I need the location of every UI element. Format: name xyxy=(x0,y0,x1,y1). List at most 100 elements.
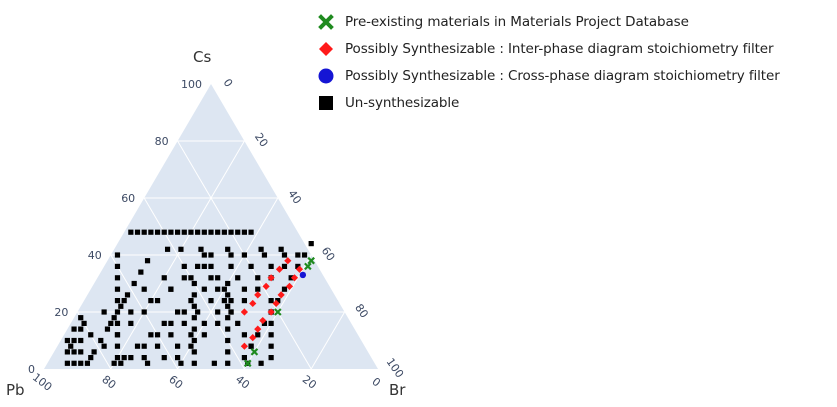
square-point xyxy=(201,332,207,338)
square-point xyxy=(191,337,197,344)
square-point xyxy=(215,309,221,315)
square-point xyxy=(188,343,194,349)
square-point xyxy=(114,263,121,269)
tick-label-br-20: 20 xyxy=(252,131,271,150)
square-point xyxy=(144,360,151,366)
square-point xyxy=(114,275,121,281)
square-point xyxy=(124,292,131,298)
x-cross-point xyxy=(304,262,312,271)
green-x-cross-icon xyxy=(318,13,334,30)
square-point xyxy=(208,275,214,281)
square-point xyxy=(195,309,201,315)
square-point xyxy=(268,298,274,304)
square-point xyxy=(81,320,87,326)
tick-label-br-0: 0 xyxy=(221,76,236,89)
square-point xyxy=(191,326,197,332)
square-point xyxy=(228,229,234,235)
diamond-point xyxy=(240,308,248,316)
square-point xyxy=(141,355,147,361)
tick-label-cs-100: 100 xyxy=(181,78,202,91)
square-point xyxy=(208,263,214,269)
square-point xyxy=(258,360,264,366)
square-point xyxy=(235,229,241,235)
legend-label-cross-phase: Possibly Synthesizable : Cross-phase dia… xyxy=(345,67,780,84)
square-point xyxy=(191,292,197,298)
square-point xyxy=(128,229,134,235)
square-point xyxy=(168,286,174,292)
square-point xyxy=(111,315,117,321)
square-point xyxy=(131,280,137,287)
square-point xyxy=(128,355,134,361)
tick-label-cs-60: 60 xyxy=(121,192,135,205)
square-point xyxy=(68,343,74,349)
square-point xyxy=(225,246,231,252)
square-point xyxy=(301,252,308,258)
square-point xyxy=(188,298,194,304)
square-point xyxy=(154,332,161,338)
tick-label-cs-20: 20 xyxy=(54,306,68,319)
square-point xyxy=(154,298,161,304)
square-point xyxy=(308,241,314,247)
square-point xyxy=(201,286,207,292)
square-point xyxy=(241,298,247,304)
tick-label-br-100: 100 xyxy=(384,356,407,381)
square-point xyxy=(255,286,261,292)
square-point xyxy=(225,326,231,332)
square-point xyxy=(211,360,217,366)
square-point xyxy=(241,332,247,338)
square-point xyxy=(168,229,174,235)
square-point xyxy=(88,355,94,361)
square-point xyxy=(278,246,284,252)
diamond-point xyxy=(272,299,280,308)
square-point xyxy=(191,315,197,321)
square-point xyxy=(78,337,84,344)
square-point xyxy=(114,343,121,349)
square-point xyxy=(215,286,221,292)
square-point xyxy=(295,263,301,269)
square-point xyxy=(241,252,247,258)
square-point xyxy=(141,309,147,315)
square-point xyxy=(101,309,107,315)
square-point xyxy=(261,320,268,326)
square-point xyxy=(241,286,247,292)
square-point xyxy=(71,326,77,332)
square-point xyxy=(148,298,154,304)
square-point xyxy=(261,252,268,258)
square-point xyxy=(64,337,70,344)
diamond-point xyxy=(240,342,248,350)
square-point xyxy=(148,332,154,338)
square-point xyxy=(221,229,227,235)
square-point xyxy=(181,229,187,235)
square-point xyxy=(141,229,147,235)
square-point xyxy=(268,343,274,349)
diamond-point xyxy=(249,299,257,308)
square-point xyxy=(188,332,194,338)
square-point xyxy=(91,349,97,355)
square-point xyxy=(134,229,141,235)
legend-item-cross-phase: Possibly Synthesizable : Cross-phase dia… xyxy=(318,62,833,89)
square-point xyxy=(114,298,121,304)
square-point xyxy=(175,343,181,349)
black-square-icon xyxy=(318,95,334,111)
square-point xyxy=(118,360,124,366)
square-point xyxy=(178,360,184,366)
square-point xyxy=(195,263,201,269)
square-point xyxy=(201,320,207,326)
square-point xyxy=(221,298,227,304)
tick-label-cs-80: 80 xyxy=(155,135,169,148)
square-point xyxy=(178,246,184,252)
diamond-point xyxy=(285,282,294,290)
square-point xyxy=(255,275,261,281)
square-point xyxy=(114,309,121,315)
square-point xyxy=(228,309,234,315)
square-point xyxy=(71,360,77,366)
square-point xyxy=(128,320,134,326)
square-point xyxy=(114,355,121,361)
square-point xyxy=(268,355,274,361)
square-point xyxy=(191,360,197,366)
square-point xyxy=(138,269,144,275)
x-cross-point xyxy=(243,359,252,368)
square-point xyxy=(98,337,104,344)
square-point xyxy=(281,263,288,269)
square-point xyxy=(141,286,147,292)
